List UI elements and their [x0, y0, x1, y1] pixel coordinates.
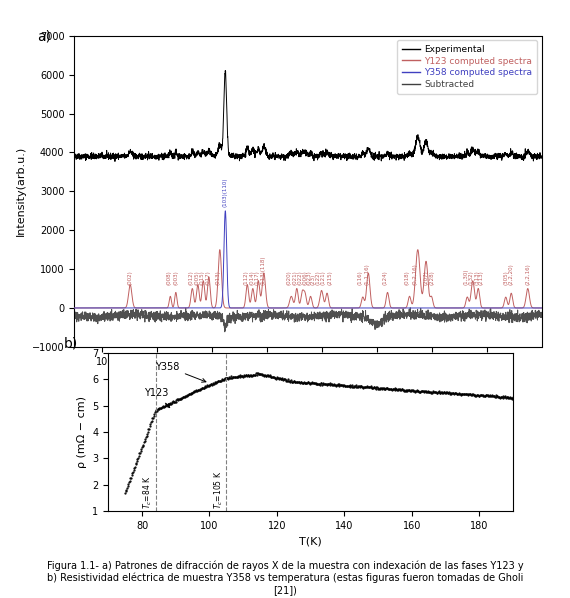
Legend: Experimental, Y123 computed spectra, Y358 computed spectra, Subtracted: Experimental, Y123 computed spectra, Y35… [397, 41, 537, 93]
Text: (207): (207) [424, 270, 429, 285]
Text: (213): (213) [478, 270, 483, 285]
Text: (215): (215) [327, 270, 332, 285]
Y-axis label: Intensity(arb.u.): Intensity(arb.u.) [16, 147, 26, 236]
Text: (122): (122) [315, 270, 320, 285]
Text: (018): (018) [404, 270, 409, 285]
Text: (003): (003) [173, 270, 178, 285]
Y-axis label: ρ (mΩ − cm): ρ (mΩ − cm) [77, 396, 87, 468]
Text: (017): (017) [206, 270, 211, 285]
Text: (023): (023) [307, 270, 312, 285]
Text: (002): (002) [128, 270, 133, 285]
Text: (112): (112) [244, 270, 249, 285]
Text: $T_c$=105 K: $T_c$=105 K [212, 471, 225, 509]
Text: (132): (132) [469, 270, 474, 285]
Text: (008): (008) [167, 270, 172, 285]
Text: $T_c$=84 K: $T_c$=84 K [141, 475, 154, 509]
Text: (228): (228) [429, 270, 434, 285]
Text: (015): (015) [199, 270, 204, 285]
Text: (021): (021) [292, 270, 298, 285]
Text: (014): (014) [249, 270, 254, 285]
Text: (0,2,16): (0,2,16) [413, 263, 418, 285]
Text: (103)(110): (103)(110) [223, 178, 228, 207]
Text: (2,2,16): (2,2,16) [525, 263, 530, 285]
Text: (006): (006) [303, 270, 308, 285]
X-axis label: T(K): T(K) [299, 536, 322, 547]
Text: Figura 1.1- a) Patrones de difracción de rayos X de la muestra con indexación de: Figura 1.1- a) Patrones de difracción de… [47, 561, 523, 595]
Text: Y358: Y358 [156, 362, 206, 382]
Text: (020): (020) [286, 270, 291, 285]
Text: (305): (305) [503, 270, 508, 285]
Text: (313): (313) [474, 270, 479, 285]
X-axis label: 2θ(deg): 2θ(deg) [286, 372, 329, 382]
Text: (005): (005) [194, 270, 199, 285]
Text: (1,30): (1,30) [463, 268, 468, 285]
Text: (121): (121) [321, 270, 325, 285]
Text: (013): (013) [215, 270, 221, 285]
Text: (2,2,20): (2,2,20) [509, 263, 514, 285]
Text: (23): (23) [311, 273, 316, 285]
Text: (1,1,16): (1,1,16) [364, 263, 369, 285]
Text: (012): (012) [188, 270, 193, 285]
Text: (113)(118): (113)(118) [260, 255, 265, 285]
Text: (124): (124) [382, 270, 387, 285]
Text: b): b) [64, 337, 78, 351]
Text: (022): (022) [297, 270, 302, 285]
Text: Y123: Y123 [144, 388, 170, 408]
Text: (117): (117) [255, 270, 260, 285]
Text: (116): (116) [357, 270, 363, 285]
Text: a): a) [36, 30, 51, 44]
